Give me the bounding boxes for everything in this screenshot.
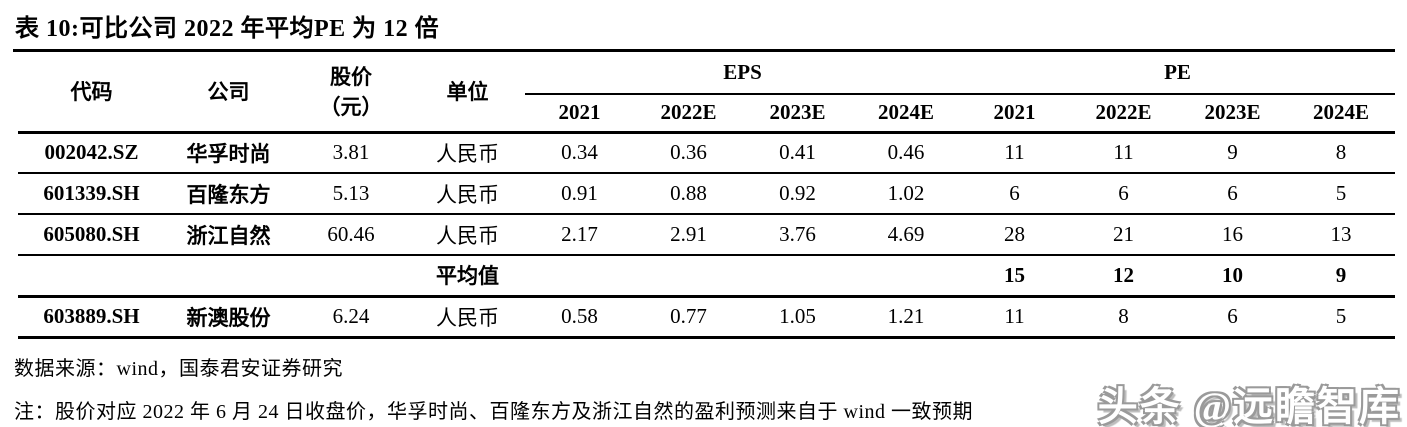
cell-pe-2023e: 6 — [1227, 181, 1238, 205]
cell-pe-avg-2021: 15 — [1004, 262, 1026, 287]
cell-eps-2023e: 0.41 — [779, 140, 816, 165]
cell-eps-2024e — [852, 255, 960, 296]
cell-eps-2024e: 0.46 — [887, 140, 925, 165]
cell-pe-avg-2024e: 9 — [1335, 262, 1347, 287]
average-label: 平均值 — [436, 264, 499, 289]
cell-eps-2023e: 0.92 — [779, 181, 816, 205]
table-row-average: 平均值 15 12 10 9 — [18, 255, 1396, 296]
cell-eps-2022e: 0.36 — [670, 140, 707, 165]
cell-company: 浙江自然 — [186, 223, 271, 248]
cell-pe-2022e: 21 — [1113, 222, 1135, 246]
cell-eps-2022e — [634, 255, 743, 296]
table-title: 表 10:可比公司 2022 年平均PE 为 12 倍 — [15, 16, 440, 42]
cell-pe-2021: 28 — [1004, 222, 1026, 246]
cell-pe-avg-2023e: 10 — [1222, 262, 1244, 287]
cell-pe-2024e: 5 — [1335, 304, 1347, 328]
cell-eps-2021: 0.34 — [561, 140, 598, 165]
col-header-company: 公司 — [207, 80, 250, 105]
eps-year-2021: 2021 — [558, 100, 601, 125]
table-row-huafu: 002042.SZ 华孚时尚 3.81 人民币 0.34 0.36 0.41 0… — [18, 132, 1396, 173]
pe-year-2024e: 2024E — [1313, 100, 1370, 125]
eps-year-2022e: 2022E — [660, 100, 717, 125]
cell-eps-2024e: 1.21 — [887, 304, 925, 328]
cell-company: 华孚时尚 — [186, 141, 271, 166]
cell-price: 5.13 — [332, 181, 370, 205]
cell-eps-2024e: 1.02 — [887, 181, 925, 205]
cell-pe-avg-2022e: 12 — [1113, 262, 1135, 287]
cell-eps-2022e: 2.91 — [670, 222, 707, 246]
cell-code: 002042.SZ — [44, 140, 139, 165]
cell-eps-2021: 0.91 — [561, 181, 598, 205]
cell-code: 601339.SH — [43, 181, 140, 205]
cell-pe-2024e: 13 — [1330, 222, 1352, 246]
col-header-price: 股价 （元） — [292, 52, 410, 132]
table-row-bailong: 601339.SH 百隆东方 5.13 人民币 0.91 0.88 0.92 1… — [18, 173, 1396, 214]
comparable-companies-table: 代码 公司 股价 （元） 单位 EPS PE 2021 2022E 2023E … — [18, 52, 1396, 339]
cell-company: 百隆东方 — [186, 182, 271, 207]
cell-code: 603889.SH — [43, 304, 140, 328]
cell-pe-2021: 11 — [1004, 304, 1025, 328]
cell-eps-2024e: 4.69 — [887, 222, 925, 246]
cell-pe-2022e: 8 — [1118, 304, 1129, 328]
cell-pe-2023e: 9 — [1227, 140, 1238, 165]
cell-eps-2022e: 0.88 — [670, 181, 707, 205]
cell-pe-2023e: 6 — [1227, 304, 1238, 328]
cell-unit: 人民币 — [436, 223, 499, 248]
cell-code: 605080.SH — [43, 222, 140, 246]
cell-price: 60.46 — [327, 222, 375, 246]
pe-year-2022e: 2022E — [1095, 100, 1152, 125]
col-header-unit: 单位 — [446, 80, 489, 105]
cell-pe-2021: 6 — [1009, 181, 1020, 205]
cell-pe-2021: 11 — [1004, 140, 1025, 165]
cell-pe-2022e: 6 — [1118, 181, 1129, 205]
cell-eps-2021: 2.17 — [561, 222, 598, 246]
col-header-price-line1: 股价 — [330, 65, 372, 90]
cell-code — [18, 255, 165, 296]
cell-unit: 人民币 — [436, 305, 499, 330]
cell-pe-2023e: 16 — [1222, 222, 1244, 246]
cell-eps-2022e: 0.77 — [670, 304, 707, 328]
cell-price: 6.24 — [332, 304, 370, 328]
col-header-code: 代码 — [70, 80, 113, 105]
col-group-eps: EPS — [525, 52, 961, 95]
data-source-note: 数据来源：wind，国泰君安证券研究 — [14, 357, 343, 380]
cell-pe-2024e: 5 — [1335, 181, 1347, 205]
col-header-price-line2: （元） — [319, 95, 383, 120]
header-row-years: 2021 2022E 2023E 2024E 2021 2022E 2023E … — [18, 94, 1396, 132]
cell-unit: 人民币 — [436, 141, 499, 166]
table-title-bar: 表 10:可比公司 2022 年平均PE 为 12 倍 — [13, 6, 1395, 52]
table-row-zhejiang: 605080.SH 浙江自然 60.46 人民币 2.17 2.91 3.76 … — [18, 214, 1396, 255]
cell-eps-2021: 0.58 — [561, 304, 598, 328]
price-note: 注：股价对应 2022 年 6 月 24 日收盘价，华孚时尚、百隆东方及浙江自然… — [14, 400, 973, 423]
cell-company: 新澳股份 — [186, 305, 271, 330]
pe-year-2023e: 2023E — [1204, 100, 1261, 125]
table-row-xinao: 603889.SH 新澳股份 6.24 人民币 0.58 0.77 1.05 1… — [18, 296, 1396, 337]
header-row-groups: 代码 公司 股价 （元） 单位 EPS PE — [18, 52, 1396, 119]
cell-eps-2021 — [525, 255, 634, 296]
cell-pe-2024e: 8 — [1335, 140, 1347, 165]
eps-year-2024e: 2024E — [878, 100, 935, 125]
cell-pe-2022e: 11 — [1113, 140, 1134, 165]
watermark: 头条 @远瞻智库 — [1097, 384, 1401, 427]
pe-year-2021: 2021 — [993, 100, 1036, 125]
cell-price: 3.81 — [332, 140, 370, 165]
cell-eps-2023e — [743, 255, 852, 296]
eps-year-2023e: 2023E — [769, 100, 826, 125]
col-group-pe: PE — [960, 52, 1396, 95]
cell-eps-2023e: 1.05 — [779, 304, 816, 328]
cell-eps-2023e: 3.76 — [779, 222, 816, 246]
cell-price — [292, 255, 410, 296]
cell-company — [165, 255, 292, 296]
cell-unit: 人民币 — [436, 182, 499, 207]
